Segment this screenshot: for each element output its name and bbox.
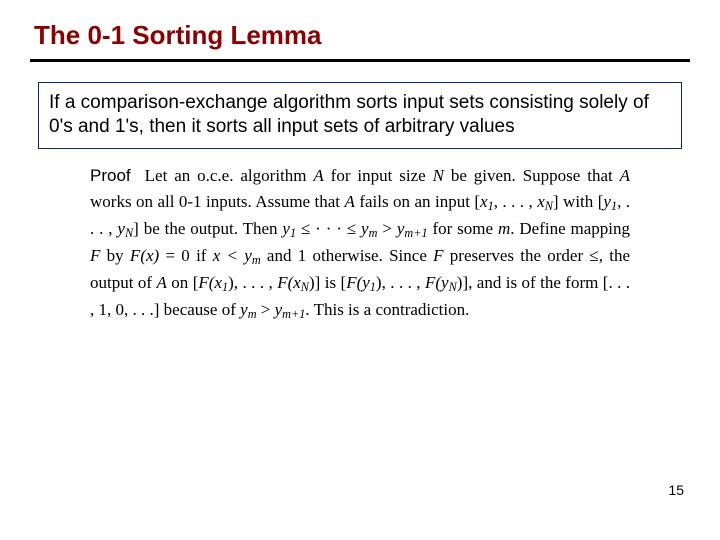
sym-A: A [156, 273, 166, 292]
sub-N: N [545, 199, 553, 213]
le-chain: ≤ · · · ≤ [296, 219, 361, 238]
proof-body: Proof Let an o.c.e. algorithm A for input… [90, 163, 630, 324]
proof-text: and 1 otherwise. Since [261, 246, 433, 265]
page-title: The 0-1 Sorting Lemma [34, 20, 690, 51]
proof-text: because of [159, 300, 240, 319]
page-number: 15 [668, 482, 684, 498]
sym-F: F [198, 273, 208, 292]
proof-text: is [320, 273, 340, 292]
sym-A: A [344, 192, 354, 211]
sym-y: y [117, 219, 125, 238]
proof-text: , and is of the form [468, 273, 603, 292]
paren: (y [435, 273, 448, 292]
paren-x: (x) [140, 246, 159, 265]
proof-text: be given. Suppose that [444, 166, 620, 185]
proof-label: Proof [90, 166, 131, 185]
sym-y: y [282, 219, 290, 238]
sym-y: y [603, 192, 611, 211]
sym-m: m [498, 219, 510, 238]
sym-y: y [361, 219, 369, 238]
proof-text: for some [428, 219, 498, 238]
sub-m1: m+1 [282, 307, 305, 321]
proof-text: Let an o.c.e. algorithm [145, 166, 314, 185]
proof-text: if [190, 246, 213, 265]
proof-text: with [559, 192, 598, 211]
ellipsis: , . . . , [382, 273, 425, 292]
sym-F: F [130, 246, 140, 265]
sub-N: N [125, 226, 133, 240]
proof-text: . This is a contradiction. [305, 300, 469, 319]
paren: (x [209, 273, 222, 292]
proof-text: . Define mapping [510, 219, 630, 238]
proof-text: be the output. Then [139, 219, 283, 238]
gt: > [377, 219, 396, 238]
sym-F: F [346, 273, 356, 292]
proof-text: fails on an input [355, 192, 475, 211]
sym-x: x [537, 192, 545, 211]
lemma-box: If a comparison-exchange algorithm sorts… [38, 82, 682, 149]
x-lt-ym: x < y [213, 246, 252, 265]
sym-x: x [480, 192, 488, 211]
sym-A: A [620, 166, 630, 185]
paren: (x [288, 273, 301, 292]
sym-F: F [277, 273, 287, 292]
sub-m1: m+1 [404, 226, 427, 240]
sym-F: F [90, 246, 100, 265]
paren: (y [357, 273, 370, 292]
lemma-statement: If a comparison-exchange algorithm sorts… [49, 91, 671, 140]
proof-text: works on all 0-1 inputs. Assume that [90, 192, 344, 211]
title-rule [30, 59, 690, 62]
sub-m: m [248, 307, 257, 321]
sub-N: N [449, 280, 457, 294]
sym-F: F [433, 246, 443, 265]
sym-N: N [433, 166, 444, 185]
eq0: = 0 [159, 246, 190, 265]
proof-text: on [167, 273, 193, 292]
proof-text: by [100, 246, 130, 265]
ellipsis: , . . . , [234, 273, 277, 292]
sym-y: y [240, 300, 248, 319]
proof-text: for input size [324, 166, 433, 185]
gt: > [257, 300, 275, 319]
sym-F: F [425, 273, 435, 292]
sub-m: m [252, 253, 261, 267]
sub-N: N [301, 280, 309, 294]
sym-A: A [313, 166, 323, 185]
ellipsis: , . . . , [494, 192, 537, 211]
